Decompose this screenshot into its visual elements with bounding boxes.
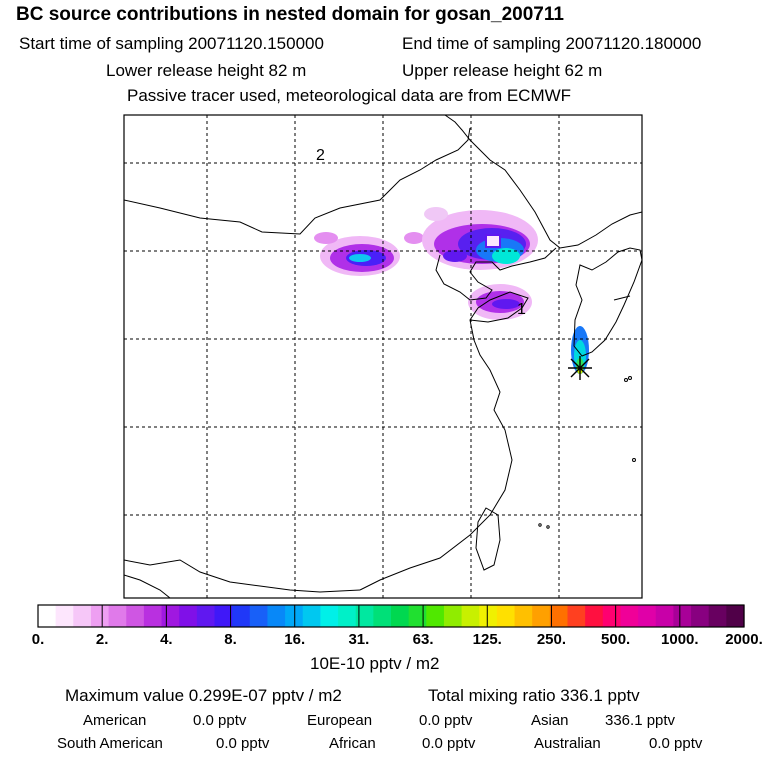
colorbar-segment: [514, 605, 533, 627]
colorbar-segment: [126, 605, 145, 627]
colorbar-tick-label: 2.: [95, 631, 109, 648]
colorbar-segment: [214, 605, 233, 627]
colorbar-segment: [655, 605, 674, 627]
colorbar-segment: [90, 605, 110, 627]
tracer-plume: [314, 207, 589, 374]
colorbar-tick-label: 500.: [601, 631, 631, 648]
colorbar-segment: [567, 605, 586, 627]
graticule: [124, 115, 642, 598]
contrib-name-south-american: South American: [57, 735, 163, 752]
colorbar-segment: [196, 605, 216, 627]
maximum-value: Maximum value 0.299E-07 pptv / m2: [65, 686, 342, 705]
colorbar-segment: [55, 605, 74, 627]
colorbar-unit: 10E-10 pptv / m2: [310, 654, 440, 673]
colorbar-segment: [161, 605, 180, 627]
colorbar-segment: [585, 605, 604, 627]
colorbar-segment: [726, 605, 745, 627]
colorbar-segment: [620, 605, 639, 627]
contrib-value-american: 0.0 pptv: [193, 712, 247, 729]
colorbar-segment: [320, 605, 339, 627]
contrib-name-asian: Asian: [531, 712, 569, 729]
colorbar-segment: [285, 605, 304, 627]
colorbar-segment: [267, 605, 286, 627]
colorbar-segment: [232, 605, 251, 627]
colorbar-segment: [461, 605, 480, 627]
colorbar-frame: [37, 604, 745, 628]
colorbar-segment: [673, 605, 692, 627]
colorbar-tick-label: 250.: [536, 631, 567, 648]
contrib-value-european: 0.0 pptv: [419, 712, 473, 729]
coastlines: [123, 114, 643, 599]
colorbar-segment: [479, 605, 498, 627]
colorbar-tick-label: 63.: [412, 631, 434, 648]
contrib-name-american: American: [83, 712, 147, 729]
colorbar-segment: [426, 605, 445, 627]
colorbar: [37, 605, 745, 627]
colorbar-segment: [691, 605, 710, 627]
plot-title: BC source contributions in nested domain…: [16, 4, 564, 25]
colorbar-segment: [355, 605, 374, 627]
lower-release-height: Lower release height 82 m: [106, 61, 307, 80]
colorbar-segment: [179, 605, 198, 627]
colorbar-segment: [443, 605, 463, 627]
colorbar-segment: [38, 605, 57, 627]
source-label-2: 2: [316, 147, 325, 164]
colorbar-segment: [108, 605, 127, 627]
contrib-value-south-american: 0.0 pptv: [216, 735, 270, 752]
colorbar-segment: [73, 605, 92, 627]
colorbar-segment: [373, 605, 392, 627]
upper-release-height: Upper release height 62 m: [402, 61, 603, 80]
colorbar-tick-label: 31.: [348, 631, 370, 648]
colorbar-tick-label: 1000.: [661, 631, 699, 648]
source-label-1: 1: [517, 301, 526, 318]
total-mixing-ratio: Total mixing ratio 336.1 pptv: [428, 686, 640, 705]
contrib-name-australian: Australian: [534, 735, 601, 752]
colorbar-tick-label: 2000.: [725, 631, 763, 648]
colorbar-segment: [408, 605, 427, 627]
colorbar-segment: [602, 605, 622, 627]
start-time: Start time of sampling 20071120.150000: [19, 34, 324, 53]
end-time: End time of sampling 20071120.180000: [402, 34, 702, 53]
contrib-name-african: African: [329, 735, 376, 752]
colorbar-segment: [638, 605, 657, 627]
colorbar-segment: [338, 605, 357, 627]
colorbar-tick-label: 16.: [284, 631, 306, 648]
colorbar-segment: [391, 605, 410, 627]
colorbar-tick-label: 4.: [160, 631, 173, 648]
contrib-name-european: European: [307, 712, 373, 729]
colorbar-segment: [708, 605, 727, 627]
colorbar-segment: [143, 605, 163, 627]
colorbar-segment: [249, 605, 269, 627]
tracer-note: Passive tracer used, meteorological data…: [127, 86, 572, 105]
colorbar-segment: [302, 605, 321, 627]
contrib-value-african: 0.0 pptv: [422, 735, 476, 752]
colorbar-segment: [496, 605, 516, 627]
colorbar-tick-label: 8.: [224, 631, 237, 648]
contrib-value-australian: 0.0 pptv: [649, 735, 703, 752]
colorbar-tick-label: 0.: [31, 631, 45, 648]
colorbar-tick-label: 125.: [472, 631, 502, 648]
colorbar-segment: [549, 605, 569, 627]
receptor-marker: [568, 356, 592, 380]
colorbar-segment: [532, 605, 551, 627]
contrib-value-asian: 336.1 pptv: [605, 712, 676, 729]
